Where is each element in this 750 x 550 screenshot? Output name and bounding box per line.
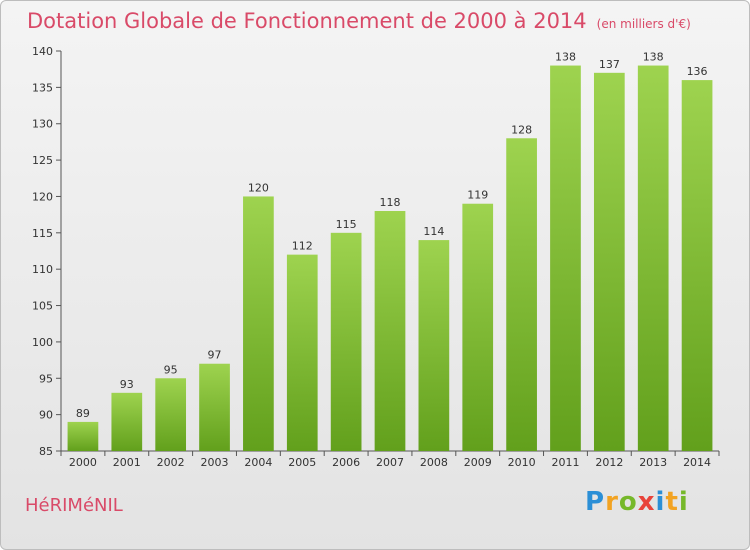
y-tick-label: 140 (32, 45, 53, 58)
bar (374, 211, 406, 451)
bar-value-label: 89 (76, 407, 90, 420)
y-tick-label: 90 (39, 409, 53, 422)
y-tick-label: 85 (39, 445, 53, 458)
bar (550, 65, 581, 451)
logo-letter: r (605, 487, 619, 517)
logo-letter: i (678, 487, 689, 517)
x-tick-label: 2007 (376, 456, 404, 469)
bar-value-label: 128 (511, 123, 532, 136)
chart-subtitle: (en milliers d'€) (596, 17, 691, 31)
y-tick-label: 135 (32, 81, 53, 94)
bar-value-label: 114 (423, 225, 444, 238)
bar-value-label: 112 (292, 240, 313, 253)
x-tick-label: 2000 (69, 456, 97, 469)
bar (330, 232, 362, 451)
y-tick-label: 120 (32, 190, 53, 203)
bar (462, 203, 494, 451)
y-tick-label: 115 (32, 227, 53, 240)
y-tick-label: 95 (39, 372, 53, 385)
bar-value-label: 115 (336, 218, 357, 231)
logo-letter: t (665, 487, 679, 517)
bar (155, 378, 187, 451)
x-tick-label: 2005 (288, 456, 316, 469)
y-tick-label: 110 (32, 263, 53, 276)
bar-value-label: 120 (248, 181, 269, 194)
bar (637, 65, 669, 451)
x-tick-label: 2010 (508, 456, 536, 469)
place-name: HéRIMéNIL (25, 495, 123, 516)
x-tick-label: 2014 (683, 456, 711, 469)
bar-value-label: 95 (164, 363, 178, 376)
bar (243, 196, 274, 451)
x-tick-label: 2013 (639, 456, 667, 469)
bar (681, 80, 713, 451)
y-tick-label: 105 (32, 300, 53, 313)
y-tick-label: 125 (32, 154, 53, 167)
x-tick-label: 2011 (551, 456, 579, 469)
bar (593, 72, 625, 452)
bar-value-label: 118 (380, 196, 401, 209)
y-tick-label: 100 (32, 336, 53, 349)
chart-title-text: Dotation Globale de Fonctionnement de 20… (27, 9, 587, 33)
x-tick-label: 2012 (595, 456, 623, 469)
x-tick-label: 2003 (201, 456, 229, 469)
bar (418, 240, 450, 451)
bar (199, 363, 230, 451)
bar (111, 392, 143, 451)
bar-value-label: 136 (687, 65, 708, 78)
x-tick-label: 2004 (244, 456, 272, 469)
logo-letter: o (618, 487, 638, 517)
bar (286, 254, 318, 451)
y-tick-label: 130 (32, 118, 53, 131)
bar-value-label: 93 (120, 378, 134, 391)
x-tick-label: 2009 (464, 456, 492, 469)
bar (67, 421, 99, 451)
x-tick-label: 2006 (332, 456, 360, 469)
chart-title: Dotation Globale de Fonctionnement de 20… (27, 9, 691, 33)
bar (506, 138, 537, 452)
x-tick-label: 2001 (113, 456, 141, 469)
bar-value-label: 119 (467, 189, 488, 202)
bar-value-label: 137 (599, 58, 620, 71)
logo-letter: x (637, 487, 656, 517)
bar-value-label: 97 (208, 349, 222, 362)
bar-value-label: 138 (555, 51, 576, 64)
x-tick-label: 2002 (157, 456, 185, 469)
x-tick-label: 2008 (420, 456, 448, 469)
bars: 89 93 95 97 120 112 115 118 114 119 128 138 137 138 13… (67, 51, 713, 452)
logo-letter: i (655, 487, 666, 517)
proxiti-logo: Proxiti (585, 487, 689, 517)
bar-value-label: 138 (643, 51, 664, 64)
logo-letter: P (585, 487, 606, 517)
axes: 85 90 95 100 105 110 115 120 125 130 135 140 2000 200… (32, 45, 720, 469)
